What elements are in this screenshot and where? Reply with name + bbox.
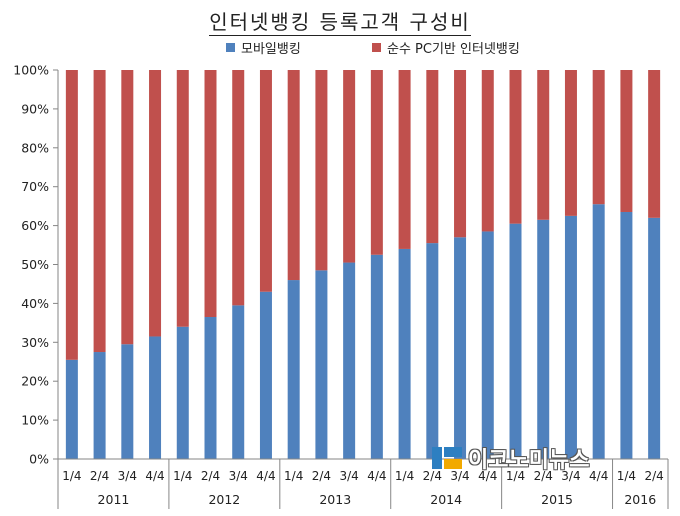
bar-segment-mobile (149, 336, 162, 459)
y-tick-label: 40% (21, 296, 49, 311)
y-tick-label: 0% (29, 452, 49, 467)
x-tick-label: 2/4 (644, 469, 663, 483)
bar-segment-pc (648, 70, 661, 218)
bar-segment-pc (537, 70, 550, 220)
bar-segment-mobile (481, 231, 494, 459)
bar-segment-pc (287, 70, 300, 281)
bar-segment-mobile (564, 215, 577, 459)
x-tick-label: 2/4 (312, 469, 331, 483)
legend-label-mobile: 모바일뱅킹 (241, 42, 301, 57)
x-tick-label: 3/4 (229, 469, 248, 483)
bar-segment-mobile (93, 352, 106, 459)
bar-segment-pc (149, 70, 162, 337)
legend-label-pc: 순수 PC기반 인터넷뱅킹 (387, 42, 520, 57)
bar-segment-pc (564, 70, 577, 216)
y-tick-label: 90% (21, 101, 49, 116)
bar-segment-pc (426, 70, 439, 244)
watermark-text: 이코노미뉴스 (468, 448, 590, 473)
bar-segment-pc (481, 70, 494, 232)
x-tick-label: 1/4 (395, 469, 414, 483)
watermark-logo-icon (432, 445, 464, 471)
legend-swatch-pc (372, 43, 381, 52)
bar-segment-pc (93, 70, 106, 353)
chart-title: 인터넷뱅킹 등록고객 구성비 (0, 6, 680, 36)
watermark: 이코노미뉴스 (432, 442, 589, 474)
bar-segment-mobile (370, 254, 383, 459)
bar-segment-pc (592, 70, 605, 205)
bar-segment-mobile (426, 243, 439, 459)
bar-segment-pc (343, 70, 356, 263)
x-tick-label: 3/4 (450, 469, 469, 483)
x-group-label: 2016 (624, 492, 656, 507)
y-tick-label: 80% (21, 140, 49, 155)
bar-segment-mobile (65, 359, 78, 459)
x-tick-label: 1/4 (62, 469, 81, 483)
x-group-label: 2012 (208, 492, 240, 507)
x-group-label: 2013 (319, 492, 351, 507)
x-tick-label: 4/4 (478, 469, 497, 483)
y-tick-label: 10% (21, 413, 49, 428)
bar-segment-pc (65, 70, 78, 360)
bar-segment-mobile (287, 280, 300, 459)
bar-segment-mobile (620, 211, 633, 459)
y-tick-label: 50% (21, 257, 49, 272)
y-tick-label: 30% (21, 335, 49, 350)
bar-segment-pc (454, 70, 467, 238)
x-tick-label: 2/4 (201, 469, 220, 483)
bar-segment-mobile (592, 204, 605, 459)
bar-segment-pc (232, 70, 245, 306)
x-tick-label: 4/4 (367, 469, 386, 483)
bar-segment-pc (204, 70, 217, 318)
bar-segment-pc (370, 70, 383, 255)
bar-segment-pc (398, 70, 411, 249)
x-tick-label: 3/4 (561, 469, 580, 483)
x-tick-label: 1/4 (173, 469, 192, 483)
x-tick-label: 4/4 (145, 469, 164, 483)
x-tick-label: 1/4 (506, 469, 525, 483)
x-tick-label: 2/4 (423, 469, 442, 483)
y-tick-label: 60% (21, 218, 49, 233)
x-tick-label: 4/4 (589, 469, 608, 483)
legend-item-pc: 순수 PC기반 인터넷뱅킹 (372, 38, 520, 57)
x-tick-label: 1/4 (617, 469, 636, 483)
x-tick-label: 2/4 (90, 469, 109, 483)
bar-segment-mobile (537, 219, 550, 459)
bar-segment-mobile (343, 262, 356, 459)
y-tick-label: 100% (13, 63, 49, 78)
x-tick-label: 3/4 (118, 469, 137, 483)
x-group-label: 2011 (98, 492, 130, 507)
x-tick-label: 2/4 (534, 469, 553, 483)
bar-segment-mobile (648, 217, 661, 459)
bar-segment-pc (121, 70, 134, 345)
x-tick-label: 1/4 (284, 469, 303, 483)
bar-segment-pc (620, 70, 633, 212)
legend-swatch-mobile (226, 43, 235, 52)
bar-segment-pc (176, 70, 189, 327)
bar-segment-mobile (204, 317, 217, 459)
bar-segment-pc (509, 70, 522, 224)
bar-segment-mobile (232, 305, 245, 459)
legend-item-mobile: 모바일뱅킹 (226, 38, 301, 57)
bar-segment-mobile (176, 326, 189, 459)
x-group-label: 2014 (430, 492, 462, 507)
bar-segment-mobile (398, 248, 411, 459)
bar-segment-mobile (259, 291, 272, 459)
x-group-label: 2015 (541, 492, 573, 507)
bar-segment-mobile (454, 237, 467, 459)
bar-segment-pc (315, 70, 328, 271)
bar-segment-mobile (509, 223, 522, 459)
bar-segment-mobile (315, 270, 328, 459)
bar-segment-pc (259, 70, 272, 292)
x-tick-label: 3/4 (339, 469, 358, 483)
bar-segment-mobile (121, 344, 134, 459)
y-tick-label: 70% (21, 179, 49, 194)
y-tick-label: 20% (21, 374, 49, 389)
x-tick-label: 4/4 (256, 469, 275, 483)
chart-title-text: 인터넷뱅킹 등록고객 구성비 (209, 10, 471, 36)
